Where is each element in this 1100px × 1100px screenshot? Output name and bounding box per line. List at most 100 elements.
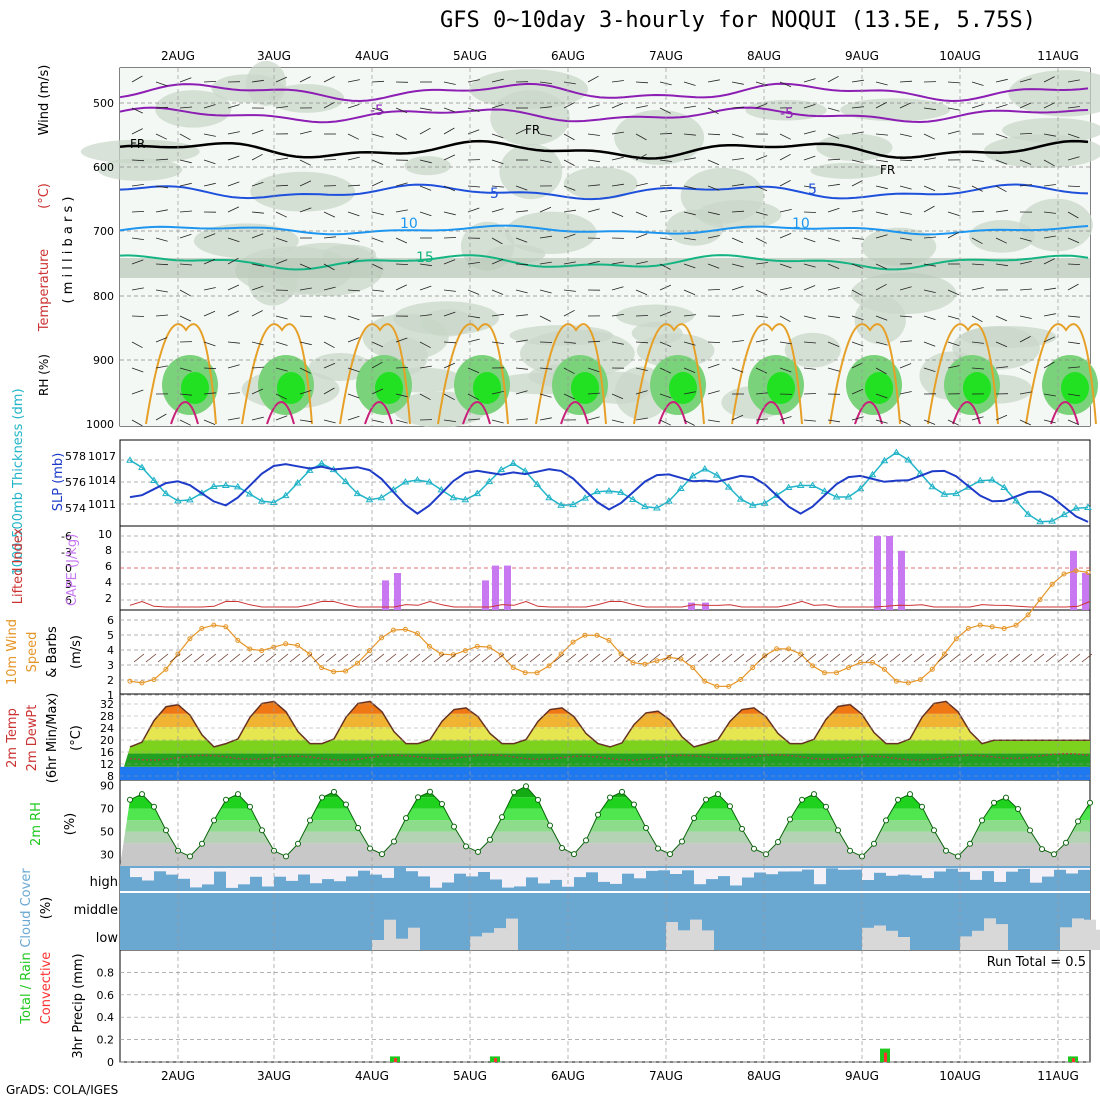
wind-barb [851, 388, 864, 395]
rh-core-peak [1061, 372, 1089, 404]
wind-barb [323, 362, 336, 369]
rh-marker [775, 839, 781, 845]
wind-barb [275, 393, 287, 400]
high-cloud-bar [934, 868, 946, 872]
wind-barb [779, 233, 792, 239]
wind-speed-marker [1049, 581, 1055, 587]
wind-barb [1043, 76, 1055, 83]
thickness-marker [952, 489, 961, 497]
surface-wind-barb [421, 653, 433, 663]
wind-barb [899, 391, 912, 395]
wind-speed-marker [211, 622, 217, 628]
thickness-tick-label: 578 [65, 450, 86, 463]
wind-barb [491, 391, 504, 395]
rh-shade [404, 156, 451, 176]
surface-wind-barb [445, 653, 457, 663]
surface-wind-barb [709, 653, 721, 663]
wind-barb [251, 341, 264, 346]
surface-wind-barb [505, 653, 517, 663]
contour-label: 10 [792, 216, 810, 232]
high-cloud-bar [418, 868, 430, 877]
rh-marker [811, 791, 817, 798]
wind-speed-marker [522, 670, 528, 676]
low-cloud-bar [384, 919, 396, 950]
rh-band [120, 786, 1090, 798]
thickness-marker [629, 495, 637, 502]
rh-shade [499, 143, 563, 200]
thickness-marker [653, 504, 661, 511]
label-cloud-unit: (%) [39, 897, 54, 920]
rh-marker [715, 791, 721, 798]
thickness-marker [976, 476, 985, 484]
thickness-marker [185, 495, 194, 503]
wind-barb [947, 81, 961, 84]
pressure-tick-label: 1000 [86, 418, 114, 431]
wind-barb [731, 285, 744, 291]
rh-shade [250, 171, 356, 212]
surface-wind-barb [589, 653, 601, 663]
surface-wind-barb [949, 653, 961, 663]
high-cloud-bar [994, 868, 1006, 882]
wind-barb [179, 182, 192, 187]
surface-wind-barb [577, 653, 589, 663]
rh-marker [163, 827, 169, 834]
rh-marker [943, 847, 949, 854]
wind-barb [227, 364, 240, 369]
wind-barb [707, 107, 719, 115]
surface-wind-barb [313, 653, 325, 663]
wind-barb [539, 106, 552, 109]
wind-barb [635, 289, 648, 296]
wind-barb [707, 419, 720, 423]
wind-barb [131, 367, 144, 373]
precip-tick-label: 0 [107, 1056, 114, 1069]
wind-barb [899, 419, 911, 426]
thickness-marker [784, 483, 793, 491]
pressure-tick-label: 500 [93, 97, 114, 110]
contour-label: 5 [490, 186, 499, 202]
wind-speed-marker [881, 666, 887, 672]
wind-barb [659, 184, 673, 187]
high-cloud-bar [862, 868, 874, 880]
wind-barb [419, 107, 432, 111]
wind-barb [947, 419, 959, 426]
wind-barb [179, 289, 191, 297]
wind-barb [971, 81, 984, 86]
wind-barb [299, 419, 312, 423]
wind-barb [275, 76, 288, 83]
wind-barb [587, 416, 600, 421]
surface-wind-barb [781, 653, 793, 663]
wind-barb [299, 315, 313, 318]
wind-barb [1067, 237, 1080, 244]
wind-barb [539, 289, 552, 294]
contour-hot [952, 401, 981, 425]
wind-barb [275, 184, 289, 187]
high-cloud-bar [874, 868, 886, 873]
lifted-index-line [129, 600, 1091, 608]
date-label-top: 2AUG [161, 49, 195, 63]
contour-label: FR [525, 123, 540, 137]
thickness-marker [928, 482, 937, 490]
wind-barb [827, 207, 840, 213]
rh-shade [211, 74, 284, 103]
wind-barb [515, 289, 528, 294]
convective-bar [494, 1058, 497, 1062]
wind-barb [299, 390, 312, 395]
rh-core-peak [473, 372, 501, 404]
run-total-label: Run Total = 0.5 [987, 955, 1086, 970]
rh-marker [559, 845, 565, 851]
surface-wind-barb [829, 653, 841, 663]
low-cloud-bar [372, 940, 384, 950]
rh-marker [1003, 794, 1009, 801]
contour-label: 10 [400, 216, 418, 232]
temp-tick-label: 28 [100, 710, 114, 723]
date-label-top: 8AUG [747, 49, 781, 63]
high-cloud-bar [1006, 868, 1018, 872]
wind-speed-marker [187, 636, 193, 642]
high-cloud-bar [910, 868, 922, 876]
high-cloud-bar [1042, 868, 1054, 877]
thickness-marker [449, 493, 458, 501]
thickness-marker [341, 477, 350, 485]
wind-barb [923, 236, 937, 239]
surface-wind-barb [361, 653, 373, 663]
thickness-marker [676, 484, 685, 491]
